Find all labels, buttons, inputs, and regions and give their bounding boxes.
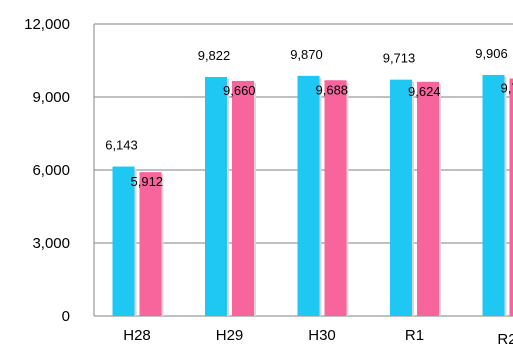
bar-s1-H28 <box>112 166 135 316</box>
data-label: 6,143 <box>105 138 138 153</box>
data-label: 9,870 <box>290 47 323 62</box>
x-tick-label: H30 <box>308 327 336 344</box>
bar-s2-H30 <box>324 80 347 316</box>
data-label: 9,624 <box>408 84 441 99</box>
bar-s1-R2 <box>482 74 505 316</box>
data-label: 9,688 <box>316 82 349 97</box>
data-label: 9,762 <box>501 80 513 95</box>
bar-s2-R2 <box>509 78 513 316</box>
y-tick-label: 6,000 <box>32 162 70 179</box>
data-label: 9,906 <box>475 46 508 61</box>
data-label: 9,822 <box>198 48 231 63</box>
bar-s1-R1 <box>390 79 412 316</box>
y-tick-label: 9,000 <box>32 89 70 106</box>
data-label: 5,912 <box>131 174 164 189</box>
bar-s2-H28 <box>139 172 162 316</box>
data-label: 9,713 <box>383 51 416 66</box>
data-label: 9,660 <box>223 83 256 98</box>
y-tick-label: 0 <box>62 308 70 325</box>
bar-s1-H30 <box>297 75 320 316</box>
x-tick-label: H29 <box>216 327 244 344</box>
x-tick-label: H28 <box>123 327 151 344</box>
x-tick-label: R1 <box>405 327 424 344</box>
bar-s2-R1 <box>417 81 439 316</box>
bar-s1-H29 <box>205 76 227 316</box>
y-tick-label: 3,000 <box>32 235 70 252</box>
y-tick-label: 12,000 <box>24 16 70 33</box>
x-tick-label: R2 <box>497 331 513 348</box>
bar-s2-H29 <box>232 80 254 316</box>
